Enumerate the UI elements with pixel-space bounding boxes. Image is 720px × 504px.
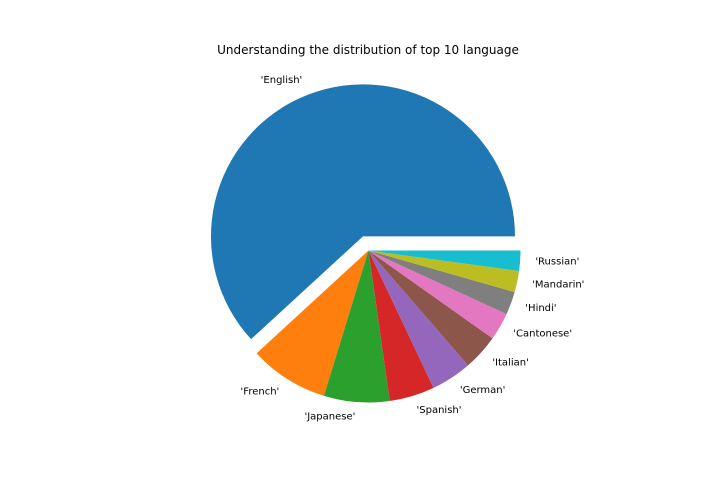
pie-slice	[256, 250, 369, 396]
slice-label: 'Cantonese'	[513, 329, 572, 340]
pie-slice	[210, 84, 515, 340]
slice-label: 'Hindi'	[525, 303, 556, 314]
pie-slice	[368, 250, 507, 339]
slice-label: 'Russian'	[535, 256, 579, 267]
slice-label: 'English'	[261, 75, 303, 86]
pie-slice	[368, 250, 515, 315]
pie-slice	[368, 250, 469, 388]
chart-title: Understanding the distribution of top 10…	[217, 43, 519, 57]
slice-label: 'Italian'	[492, 357, 529, 368]
slice-label: 'French'	[241, 386, 280, 397]
pie-slice	[323, 250, 390, 403]
pie-slice	[368, 250, 521, 272]
slice-label: 'Spanish'	[417, 405, 462, 416]
slice-label: 'German'	[460, 385, 506, 396]
pie-slice	[368, 250, 434, 402]
slice-label: 'Japanese'	[304, 412, 355, 423]
pie-slice	[368, 250, 520, 293]
pie-slice	[368, 250, 493, 366]
slice-label: 'Mandarin'	[532, 279, 584, 290]
pie-slices	[210, 84, 521, 403]
pie-labels: 'English' 'French' 'Japanese' 'Spanish' 'Ger…	[241, 75, 585, 423]
